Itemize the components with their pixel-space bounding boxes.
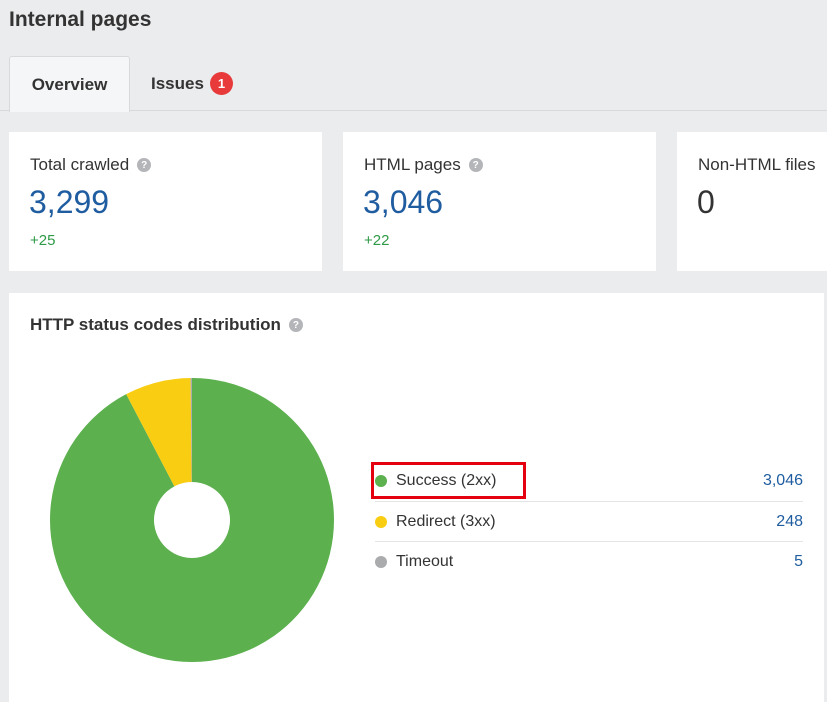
donut-slice-redirect-3xx[interactable] [126, 378, 192, 487]
non-html-files-card: Non-HTML files 0 [677, 132, 827, 271]
legend-label: Redirect (3xx) [396, 512, 496, 530]
http-status-panel: HTTP status codes distribution ? Success… [9, 293, 824, 702]
legend-label: Timeout [396, 552, 454, 570]
legend-value[interactable]: 248 [776, 512, 803, 530]
html-pages-label-row: HTML pages ? [364, 155, 483, 175]
total-crawled-label: Total crawled [30, 155, 130, 174]
legend-row-success-2xx[interactable]: Success (2xx) 3,046 [371, 461, 803, 501]
non-html-files-value: 0 [697, 184, 715, 220]
total-crawled-delta: +25 [30, 232, 56, 249]
issues-count-badge: 1 [209, 72, 233, 95]
help-icon[interactable]: ? [468, 158, 483, 172]
donut-slice-timeout[interactable] [190, 378, 192, 483]
status-legend: Success (2xx) 3,046 Redirect (3xx) 248 Timeo… [371, 461, 803, 581]
help-icon[interactable]: ? [288, 318, 303, 332]
tab-issues-label: Issues [151, 73, 204, 93]
legend-dot [375, 515, 387, 528]
legend-label: Success (2xx) [396, 472, 497, 489]
donut-slice-success-2xx[interactable] [49, 378, 334, 662]
non-html-files-label: Non-HTML files [698, 155, 816, 174]
html-pages-card: HTML pages ? 3,046 +22 [343, 132, 656, 271]
non-html-files-label-row: Non-HTML files [698, 155, 815, 175]
total-crawled-value[interactable]: 3,299 [29, 184, 110, 220]
status-donut-chart [49, 378, 334, 662]
legend-value[interactable]: 3,046 [762, 472, 803, 489]
legend-row-redirect-3xx[interactable]: Redirect (3xx) 248 [375, 501, 803, 541]
html-pages-label: HTML pages [364, 155, 461, 174]
total-crawled-card: Total crawled ? 3,299 +25 [9, 132, 322, 271]
panel-title: HTTP status codes distribution [30, 315, 281, 334]
legend-value[interactable]: 5 [794, 552, 803, 570]
panel-title-row: HTTP status codes distribution ? [30, 315, 303, 335]
tab-bar: Overview Issues 1 [0, 56, 827, 112]
legend-dot [375, 475, 387, 487]
tab-overview-label: Overview [31, 74, 108, 94]
page-title: Internal pages [9, 8, 152, 31]
tab-overview[interactable]: Overview [9, 56, 130, 112]
total-crawled-label-row: Total crawled ? [30, 155, 152, 175]
help-icon[interactable]: ? [137, 158, 152, 172]
html-pages-delta: +22 [364, 232, 390, 249]
tab-issues[interactable]: Issues 1 [151, 56, 233, 111]
highlight-box [371, 462, 526, 499]
legend-row-timeout[interactable]: Timeout 5 [375, 541, 803, 581]
html-pages-value[interactable]: 3,046 [363, 184, 444, 220]
legend-dot [375, 555, 387, 568]
